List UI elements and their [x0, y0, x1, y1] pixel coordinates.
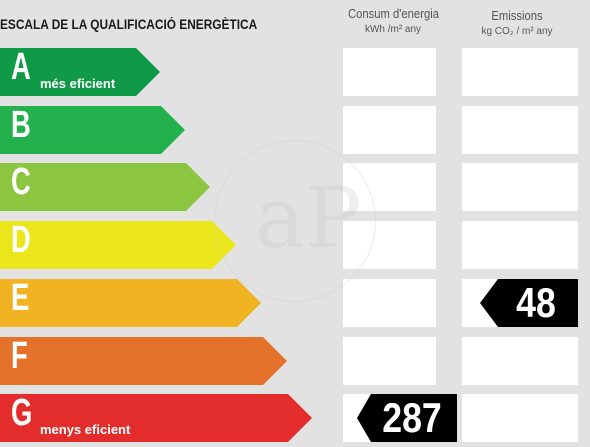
- rating-letter: D: [11, 219, 31, 262]
- consumption-cell: [343, 105, 436, 154]
- emissions-cell: [462, 163, 578, 212]
- emissions-cell: [462, 105, 578, 154]
- rating-arrow-shape: [0, 48, 160, 96]
- consumption-value: 287: [382, 394, 442, 442]
- rating-label: més eficient: [40, 76, 116, 91]
- rating-arrow-f: F: [0, 334, 287, 385]
- rating-arrow-shape: [0, 105, 185, 154]
- consumption-cell: [343, 221, 436, 270]
- rating-arrow-b: B: [0, 103, 185, 154]
- rating-arrow-shape: [0, 394, 312, 443]
- consumption-cell: [343, 278, 436, 327]
- badge-shape: [480, 278, 578, 327]
- rating-letter: G: [11, 392, 33, 435]
- emissions-cell: [462, 394, 578, 443]
- rating-arrow-c: C: [0, 161, 210, 212]
- rating-letter: B: [11, 103, 31, 146]
- badge-shape: [357, 394, 457, 443]
- rating-arrow-g: G menys eficient: [0, 392, 312, 443]
- consumption-cell: [343, 48, 436, 96]
- rating-letter: E: [11, 276, 30, 319]
- consumption-header: Consum d'energia kWh /m² any: [343, 7, 443, 35]
- consumption-header-title: Consum d'energia: [348, 7, 439, 21]
- rating-arrow-e: E: [0, 276, 261, 327]
- emissions-cell: [462, 336, 578, 385]
- emissions-badge: 48: [480, 278, 578, 327]
- rating-label: menys eficient: [40, 422, 131, 438]
- emissions-header-unit: kg CO₂ / m² any: [481, 26, 553, 37]
- emissions-cell: [462, 221, 578, 270]
- rating-arrow-shape: [0, 221, 236, 270]
- emissions-value: 48: [516, 278, 556, 326]
- emissions-cell: [462, 48, 578, 96]
- scale-title: ESCALA DE LA QUALIFICACIÓ ENERGÈTICA: [0, 17, 258, 32]
- emissions-header: Emissions kg CO₂ / m² any: [462, 9, 572, 37]
- consumption-badge: 287: [357, 394, 457, 443]
- consumption-header-unit: kWh /m² any: [364, 24, 422, 35]
- rating-arrow-shape: [0, 336, 287, 385]
- consumption-cell: [343, 163, 436, 212]
- emissions-header-title: Emissions: [491, 9, 543, 23]
- rating-letter: F: [11, 334, 28, 377]
- rating-arrow-shape: [0, 163, 210, 212]
- rating-letter: C: [11, 161, 31, 204]
- rating-arrow-a: A més eficient: [0, 46, 160, 96]
- rating-arrow-d: D: [0, 219, 236, 270]
- rating-arrow-shape: [0, 278, 261, 327]
- rating-letter: A: [11, 46, 31, 88]
- consumption-cell: [343, 336, 436, 385]
